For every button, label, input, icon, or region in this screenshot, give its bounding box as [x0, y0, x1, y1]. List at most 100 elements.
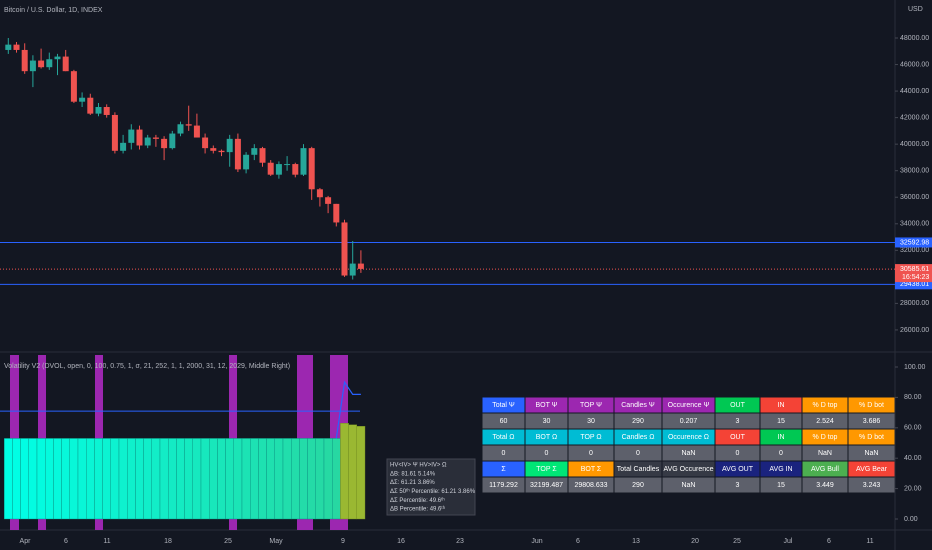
table-cell-text: 1179.292 — [489, 482, 518, 489]
table-cell — [662, 477, 715, 493]
hv-bar — [192, 438, 202, 520]
table-cell — [614, 429, 662, 445]
table-cell-text: 0 — [502, 450, 506, 457]
table-cell-text: 0 — [545, 450, 549, 457]
x-axis-label: 6 — [827, 538, 831, 545]
candle-body — [144, 137, 151, 146]
table-cell-text: OUT — [730, 434, 746, 441]
signal-bar — [356, 426, 366, 520]
candle-body — [103, 107, 110, 115]
candle-body — [202, 137, 209, 149]
table-cell-text: BOT Σ — [581, 466, 602, 473]
price-tick-label: 48000.00 — [900, 35, 929, 42]
candle-body — [243, 154, 250, 170]
table-cell — [715, 477, 760, 493]
table-cell — [715, 397, 760, 413]
table-cell — [802, 477, 848, 493]
table-cell-text: % D top — [813, 434, 838, 441]
table-cell — [848, 413, 895, 429]
x-axis-label: 13 — [632, 538, 640, 545]
table-cell — [848, 397, 895, 413]
candle-body — [38, 60, 45, 68]
signal-bar — [348, 424, 358, 520]
candle-body — [136, 129, 143, 146]
table-cell — [760, 477, 802, 493]
table-cell — [802, 445, 848, 461]
x-axis-label: 11 — [866, 538, 873, 545]
table-cell — [715, 429, 760, 445]
price-tick-label: 46000.00 — [900, 61, 929, 68]
x-axis-label: 11 — [103, 538, 110, 545]
table-cell — [482, 397, 525, 413]
table-cell-text: BOT Ψ — [535, 402, 557, 409]
table-cell — [525, 477, 568, 493]
hv-bar — [200, 438, 210, 520]
x-axis-label: 16 — [397, 538, 405, 545]
hv-bar — [184, 438, 194, 520]
table-cell — [525, 445, 568, 461]
table-cell-text: AVG Bull — [811, 466, 839, 473]
tooltip-box — [386, 458, 476, 516]
candle-body — [267, 162, 274, 175]
candle-body — [169, 133, 176, 149]
table-cell-text: Total Ψ — [492, 402, 515, 409]
table-cell-text: AVG Occurence — [663, 466, 713, 473]
table-cell-text: NaN — [864, 450, 878, 457]
hv-bar — [126, 438, 136, 520]
table-cell-text: 29808.633 — [574, 482, 607, 489]
candle-body — [120, 142, 127, 151]
table-cell-text: 0 — [779, 450, 783, 457]
last-price-badge — [895, 264, 932, 283]
table-cell — [482, 413, 525, 429]
candle-body — [111, 114, 118, 151]
candle-body — [349, 263, 356, 276]
table-cell-text: % D bot — [859, 402, 884, 409]
table-cell-text: OUT — [730, 402, 746, 409]
table-cell-text: 290 — [632, 482, 644, 489]
tooltip-line: ΔB: 81.61 5.14% — [390, 471, 436, 477]
table-cell-text: 3.243 — [863, 482, 881, 489]
candle-body — [259, 148, 266, 163]
hv-bar — [45, 438, 54, 520]
tooltip-line: HV<IV> Ψ HV>IV> Ω — [390, 463, 447, 469]
table-cell — [662, 461, 715, 477]
table-cell — [662, 445, 715, 461]
candle-body — [5, 44, 12, 50]
table-cell-text: NaN — [681, 450, 695, 457]
table-cell — [662, 397, 715, 413]
table-cell — [715, 445, 760, 461]
price-tick-label: 40000.00 — [900, 141, 929, 148]
price-tick-label: 42000.00 — [900, 114, 929, 121]
candle-body — [54, 56, 61, 60]
table-cell-text: Candles Ω — [622, 434, 655, 441]
table-cell — [802, 413, 848, 429]
table-cell-text: AVG Bear — [856, 466, 888, 473]
hv-bar — [12, 438, 21, 520]
hv-bar — [85, 438, 95, 520]
tooltip-line: ΔΣ Percentile: 49.6ᵗʰ — [390, 497, 445, 504]
hv-bar — [118, 438, 128, 520]
table-cell-text: AVG OUT — [722, 466, 754, 473]
signal-bar — [340, 423, 349, 520]
x-axis-label: Jun — [531, 538, 542, 545]
table-cell — [568, 477, 614, 493]
table-cell-text: TOP Ψ — [580, 402, 602, 409]
hv-bar — [282, 438, 292, 520]
table-cell — [760, 445, 802, 461]
table-cell — [525, 413, 568, 429]
table-cell — [525, 461, 568, 477]
table-cell-text: Total Candles — [617, 466, 660, 473]
candle-body — [251, 148, 258, 155]
x-axis-label: Apr — [20, 538, 32, 545]
table-cell-text: 30 — [543, 418, 551, 425]
table-cell — [525, 429, 568, 445]
table-cell — [482, 429, 525, 445]
x-axis-label: 9 — [341, 538, 345, 545]
hv-bar — [233, 438, 243, 520]
hv-bar — [143, 438, 153, 520]
indicator-tick-label: 0.00 — [904, 516, 918, 523]
table-cell — [482, 461, 525, 477]
indicator-tick-label: 20.00 — [904, 485, 922, 492]
candle-body — [95, 107, 102, 114]
